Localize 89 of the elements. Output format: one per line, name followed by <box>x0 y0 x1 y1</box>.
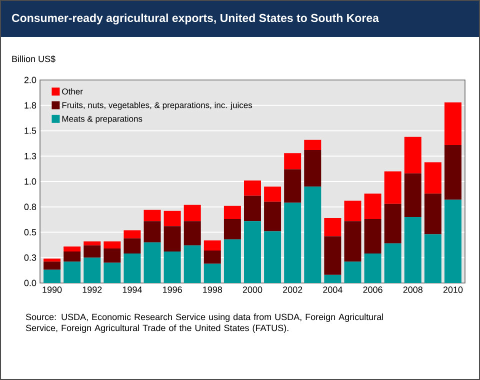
y-tick-label: 1.5 <box>24 128 36 134</box>
x-tick-label: 2004 <box>323 286 342 293</box>
bar <box>64 246 81 252</box>
bar <box>324 236 342 275</box>
bar <box>124 238 141 254</box>
bar <box>364 194 382 220</box>
legend-label: Other <box>62 88 83 94</box>
y-tick-label: 1.3 <box>24 152 36 160</box>
bar <box>84 241 101 246</box>
bar <box>284 153 302 170</box>
x-tick-label: 2002 <box>283 286 302 293</box>
y-tick-label: 0.5 <box>24 229 36 236</box>
bar <box>124 230 141 238</box>
bar <box>104 241 121 248</box>
bar <box>204 250 221 264</box>
bar <box>444 144 462 200</box>
bar <box>144 221 161 242</box>
bar <box>404 217 422 283</box>
y-axis-title: Billion US$ <box>12 55 56 63</box>
bar <box>364 254 382 283</box>
bar <box>344 200 362 222</box>
bar <box>364 219 382 254</box>
bar <box>164 210 181 226</box>
source-note: Source: USDA, Economic Research Service using data from USDA, Foreign Agricultural Service, Foreign Agricultural Trade of the United States (FATUS). <box>26 314 384 333</box>
x-tick-label: 1996 <box>162 286 182 293</box>
bar <box>44 270 61 283</box>
bar <box>304 140 322 150</box>
bar <box>224 239 241 283</box>
bar <box>404 173 422 218</box>
bar <box>404 136 422 174</box>
bar <box>324 274 342 283</box>
bar <box>84 258 101 283</box>
y-tick-label: 1.0 <box>24 178 36 185</box>
bar <box>384 171 402 204</box>
y-tick-label: 0.0 <box>24 280 36 286</box>
bar <box>424 162 442 194</box>
x-tick-label: 2000 <box>242 286 262 293</box>
bar <box>184 221 201 246</box>
bar <box>224 206 241 220</box>
bar <box>424 194 442 234</box>
bar <box>424 234 442 283</box>
bar <box>304 186 322 283</box>
bar <box>344 221 362 262</box>
x-tick-label: 1992 <box>82 286 102 293</box>
x-tick-label: 1990 <box>42 286 62 293</box>
bar <box>144 242 161 283</box>
bar <box>444 200 462 283</box>
bar <box>244 221 261 283</box>
bar <box>344 262 362 283</box>
x-tick-label: 1998 <box>203 286 222 293</box>
x-tick-label: 2008 <box>403 286 422 293</box>
bar <box>44 262 61 270</box>
bar <box>164 252 181 283</box>
bar <box>284 169 302 203</box>
x-tick-label: 2006 <box>363 286 382 293</box>
bar <box>144 210 161 222</box>
bar <box>124 254 141 283</box>
bar <box>104 262 121 283</box>
bar <box>204 240 221 251</box>
bar <box>64 252 81 262</box>
chart-title: Consumer-ready agricultural exports, United States to South Korea <box>12 14 380 24</box>
bar <box>164 226 181 252</box>
bar <box>444 102 462 145</box>
bar <box>264 231 282 283</box>
bar <box>184 245 201 283</box>
bar <box>104 248 121 263</box>
bar <box>244 180 261 196</box>
bar <box>324 218 342 236</box>
legend-label: Fruits, nuts, vegetables, & preparations, inc. juices <box>62 102 252 110</box>
y-tick-label: 0.3 <box>24 254 36 261</box>
y-tick-label: 0.8 <box>24 204 36 210</box>
bar <box>304 150 322 187</box>
y-tick-label: 1.8 <box>24 102 36 109</box>
bar <box>224 219 241 240</box>
bar <box>264 202 282 232</box>
bar <box>264 186 282 202</box>
legend-label: Meats & preparations <box>62 116 142 124</box>
bar <box>244 196 261 222</box>
bar <box>44 258 61 262</box>
bar <box>204 264 221 283</box>
bar <box>184 204 201 222</box>
bar <box>284 202 302 283</box>
bar <box>84 245 101 258</box>
x-tick-label: 2010 <box>443 286 463 293</box>
y-tick-label: 2.0 <box>24 76 36 84</box>
x-tick-label: 1994 <box>122 286 142 293</box>
bar <box>384 243 402 283</box>
bar <box>384 204 402 244</box>
bar <box>64 262 81 283</box>
